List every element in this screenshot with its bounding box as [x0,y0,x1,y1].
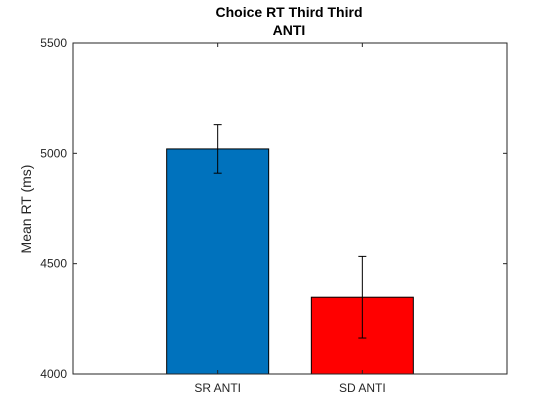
error-bar [213,124,222,174]
plot-border [72,42,508,375]
y-tick-label: 4000 [40,367,67,381]
bar-sr-anti [166,148,270,375]
x-axis-ticks: SR ANTI SD ANTI [194,43,386,395]
y-tick-label: 5000 [40,146,67,160]
y-tick-label: 4500 [40,257,67,271]
y-axis-label: Mean RT (ms) [18,165,34,254]
y-tick-label: 5500 [40,36,67,50]
y-axis-ticks: 4000 4500 5000 5500 [40,36,507,381]
chart-title: Choice RT Third Third [216,4,363,20]
x-tick-label: SD ANTI [339,381,386,395]
error-bars-group [213,124,367,339]
chart-subtitle: ANTI [273,22,306,38]
x-tick-label: SR ANTI [194,381,241,395]
error-bar [358,255,367,339]
plot-area [72,42,508,375]
